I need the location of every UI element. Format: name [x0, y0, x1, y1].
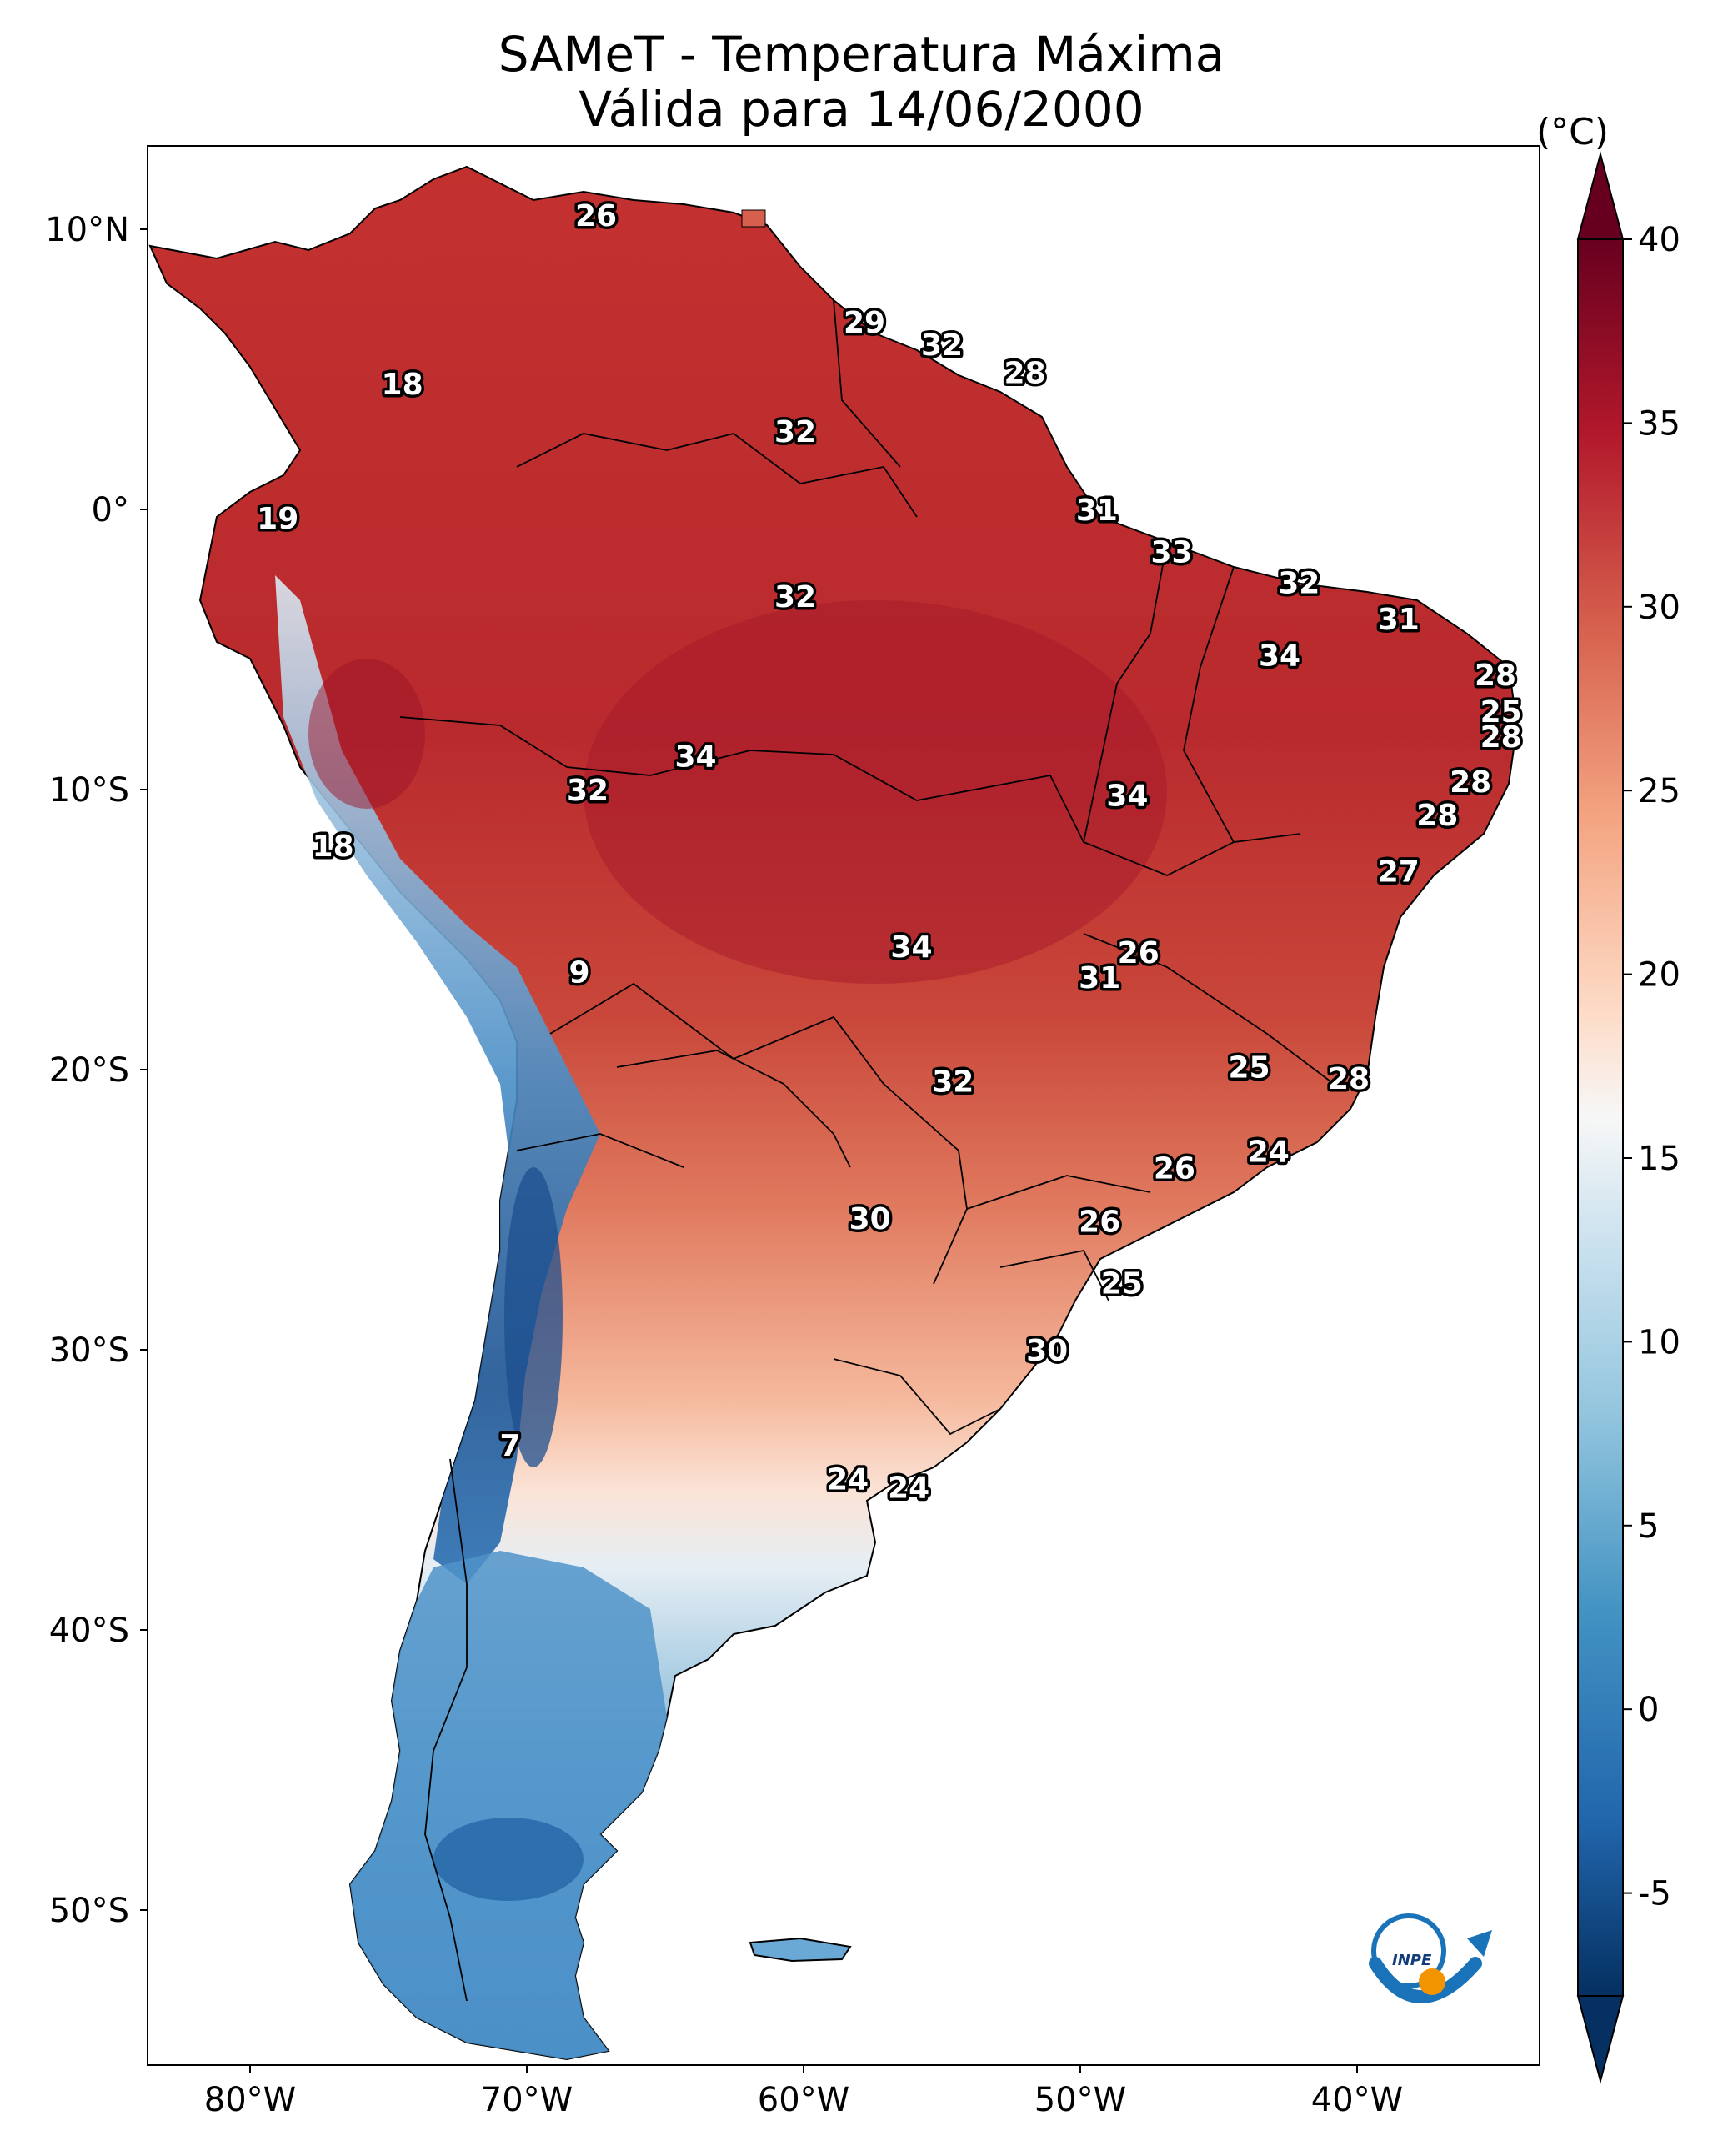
temperature-label: 32	[774, 580, 816, 614]
temperature-label: 32	[774, 415, 816, 449]
colorbar-tick-label: 20	[1638, 956, 1680, 995]
temperature-label: 25	[1228, 1051, 1270, 1086]
lat-label-10n: 10°N	[45, 211, 129, 249]
temperature-label: 32	[921, 328, 963, 363]
hot-core-amazon	[584, 600, 1167, 984]
temperature-label: 29	[844, 306, 885, 340]
colorbar-max-arrow	[1576, 151, 1625, 240]
temperature-label: 32	[1278, 566, 1320, 600]
temperature-label: 28	[1416, 799, 1458, 833]
temperature-label: 27	[1378, 855, 1420, 889]
hot-core-peru	[308, 659, 425, 809]
temperature-label: 26	[575, 199, 617, 233]
temperature-label: 30	[1026, 1334, 1068, 1368]
trinidad-island	[741, 209, 766, 228]
temperature-label: 28	[1475, 659, 1516, 693]
colorbar-tick-label: 40	[1638, 221, 1680, 259]
lon-label-40w: 40°W	[1311, 2081, 1403, 2119]
lon-label-60w: 60°W	[758, 2081, 849, 2119]
longitude-axis: 80°W 70°W 60°W 50°W 40°W	[204, 2065, 1403, 2119]
temperature-label: 26	[1154, 1152, 1195, 1186]
map-title-line2: Válida para 14/06/2000	[579, 81, 1144, 138]
temperature-label: 26	[1118, 936, 1160, 970]
temperature-label: 26	[1079, 1205, 1120, 1239]
lat-label-50s: 50°S	[49, 1892, 129, 1930]
temperature-label: 31	[1076, 494, 1118, 528]
temperature-label: 34	[1106, 780, 1148, 814]
temperature-label: 7	[500, 1429, 521, 1463]
temperature-label: 33	[1151, 535, 1193, 569]
temperature-label: 25	[1480, 695, 1522, 730]
temperature-label: 24	[888, 1472, 929, 1506]
lat-label-40s: 40°S	[49, 1612, 129, 1650]
lat-label-10s: 10°S	[49, 771, 129, 810]
temperature-label: 34	[1259, 639, 1300, 674]
colorbar-tick-label: 0	[1638, 1691, 1659, 1729]
temperature-label: 28	[1004, 356, 1046, 390]
map-frame	[147, 145, 1540, 2066]
country-borders	[399, 299, 1335, 2002]
lat-label-20s: 20°S	[49, 1051, 129, 1090]
lon-label-80w: 80°W	[204, 2081, 296, 2119]
temperature-label: 32	[567, 774, 609, 808]
cold-core-andes	[504, 1167, 563, 1467]
patagonia-cold-region	[350, 1551, 667, 2059]
temperature-label: 28	[1328, 1062, 1370, 1096]
lat-label-0: 0°	[92, 491, 129, 529]
lon-label-70w: 70°W	[481, 2081, 573, 2119]
temperature-label: 34	[890, 930, 932, 965]
temperature-label: 34	[674, 740, 716, 775]
temperature-label: 30	[849, 1202, 891, 1236]
temperature-label: 18	[313, 830, 354, 864]
temperature-label: 28	[1450, 765, 1491, 800]
svg-text:INPE: INPE	[1392, 1952, 1432, 1969]
lon-label-50w: 50°W	[1034, 2081, 1126, 2119]
temperature-label: 28	[1480, 720, 1522, 755]
temperature-label: 18	[382, 368, 423, 402]
temperature-label: 19	[257, 502, 298, 536]
colorbar-ramp	[1577, 238, 1624, 1997]
colorbar-tick-label: 35	[1638, 404, 1680, 443]
falkland-islands	[749, 1937, 852, 1963]
colorbar-tick-label: 15	[1638, 1140, 1680, 1178]
temperature-label: 32	[932, 1065, 974, 1099]
temperature-label: 31	[1079, 961, 1120, 995]
temperature-label: 25	[1101, 1266, 1143, 1301]
colorbar-tick-label: 30	[1638, 589, 1680, 627]
colorbar-tick-label: -5	[1638, 1875, 1671, 1913]
continent-layer	[148, 165, 1519, 2061]
cold-core-patagonia	[433, 1818, 584, 1901]
map-title-line1: SAMeT - Temperatura Máxima	[498, 26, 1225, 83]
lat-label-30s: 30°S	[49, 1331, 129, 1370]
colorbar-min-arrow	[1576, 1995, 1625, 2084]
latitude-axis: 10°N 0° 10°S 20°S 30°S 40°S 50°S	[45, 211, 148, 1930]
temperature-label: 9	[569, 955, 590, 990]
colorbar-unit: (°C)	[1536, 111, 1609, 153]
inpe-logo-icon: INPE	[1369, 1913, 1492, 2003]
temperature-label: 24	[1248, 1135, 1290, 1169]
colorbar: (°C) 40 35 30 25 20 15 10 5 0 -5	[1536, 111, 1680, 2084]
colorbar-tick-label: 5	[1638, 1507, 1659, 1546]
colorbar-tick-label: 10	[1638, 1323, 1680, 1361]
colorbar-tick-label: 25	[1638, 772, 1680, 810]
temperature-label: 31	[1378, 603, 1420, 637]
temperature-label: 24	[827, 1463, 869, 1497]
